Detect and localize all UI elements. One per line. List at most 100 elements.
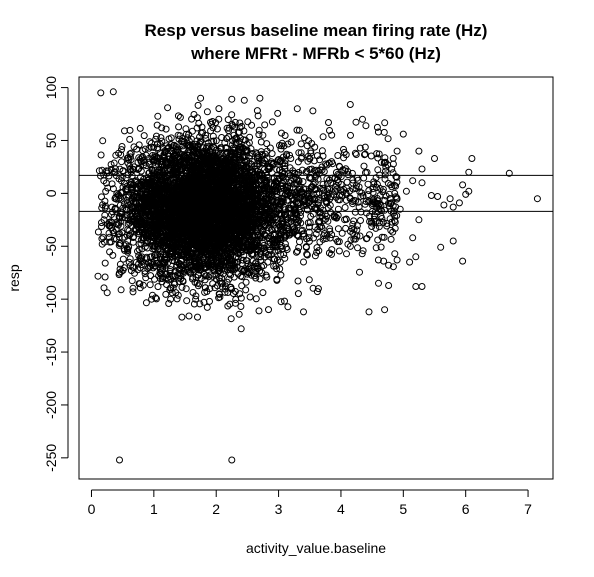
data-point	[208, 264, 216, 271]
data-point	[260, 241, 268, 249]
data-point	[298, 166, 306, 174]
data-point	[132, 184, 140, 192]
data-point	[239, 221, 247, 229]
data-point	[270, 262, 278, 270]
data-point	[263, 168, 270, 176]
data-point	[149, 291, 156, 299]
data-point	[252, 216, 260, 224]
data-point	[125, 258, 133, 266]
data-point	[145, 154, 153, 162]
data-point	[153, 295, 160, 303]
data-point	[213, 125, 221, 133]
data-point	[255, 126, 263, 134]
data-point	[236, 156, 244, 163]
data-point	[179, 250, 186, 258]
data-point	[207, 127, 215, 135]
data-point	[196, 243, 204, 251]
data-point	[163, 239, 170, 247]
data-point	[195, 203, 203, 211]
data-point	[242, 188, 250, 196]
data-point	[154, 112, 162, 120]
data-point	[222, 144, 230, 152]
data-point	[138, 245, 146, 253]
data-point	[157, 275, 164, 283]
data-point	[259, 131, 267, 139]
data-point	[192, 295, 200, 303]
data-point	[218, 274, 226, 282]
data-point	[252, 240, 260, 248]
data-point	[281, 297, 288, 305]
data-point	[215, 254, 223, 261]
data-point	[265, 251, 273, 258]
data-point	[253, 107, 261, 115]
data-point	[201, 288, 209, 296]
data-point	[273, 275, 281, 283]
data-point	[231, 123, 239, 131]
data-point	[182, 130, 190, 138]
data-point	[138, 185, 146, 193]
data-point	[136, 264, 144, 272]
data-point	[261, 244, 268, 252]
data-point	[168, 253, 175, 260]
data-point	[129, 288, 137, 296]
data-point	[263, 273, 271, 281]
data-point	[203, 147, 211, 155]
data-point	[185, 312, 193, 320]
data-point	[180, 196, 188, 204]
data-point	[167, 295, 175, 303]
data-point	[157, 134, 165, 142]
data-point	[256, 195, 264, 202]
data-point	[162, 290, 170, 298]
data-point	[98, 223, 105, 230]
data-point	[178, 283, 186, 291]
data-point	[265, 306, 272, 314]
data-point	[218, 134, 226, 141]
data-point	[187, 249, 195, 257]
data-point	[241, 227, 249, 235]
data-point	[164, 159, 172, 167]
data-point	[233, 213, 240, 221]
data-point	[227, 183, 235, 191]
data-point	[187, 135, 195, 143]
data-point	[163, 281, 170, 288]
data-point	[101, 259, 109, 267]
data-point	[178, 165, 186, 173]
data-point	[263, 140, 271, 148]
data-point	[119, 255, 127, 263]
data-point	[200, 197, 207, 205]
data-point	[164, 259, 171, 267]
data-point	[243, 162, 250, 170]
data-point	[255, 154, 263, 161]
data-point	[260, 159, 268, 167]
data-point	[162, 125, 170, 133]
data-point	[201, 284, 209, 292]
data-point	[140, 234, 148, 242]
data-point	[179, 142, 187, 150]
data-point	[177, 196, 185, 204]
data-point	[148, 295, 156, 303]
data-point	[131, 209, 139, 217]
data-point	[268, 150, 276, 158]
data-point	[141, 145, 149, 153]
data-point	[165, 135, 173, 143]
data-point	[235, 310, 243, 318]
chart-subtitle: where MFRt - MFRb < 5*60 (Hz)	[190, 44, 441, 63]
data-point	[221, 285, 229, 293]
data-point	[225, 133, 233, 141]
data-point	[208, 155, 216, 162]
data-point	[242, 278, 250, 286]
data-point	[172, 148, 179, 156]
data-point	[281, 157, 289, 164]
data-point	[183, 240, 191, 248]
data-point	[117, 239, 125, 247]
data-point	[151, 252, 158, 260]
data-point	[117, 286, 125, 294]
data-point	[224, 252, 232, 260]
data-point	[235, 183, 243, 191]
data-point	[255, 160, 263, 168]
data-point	[165, 143, 173, 151]
data-point	[237, 303, 245, 310]
data-point	[101, 273, 109, 281]
data-point	[226, 300, 234, 308]
data-point	[231, 149, 239, 157]
